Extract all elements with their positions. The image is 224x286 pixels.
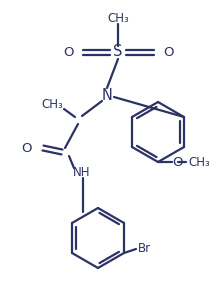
Text: O: O xyxy=(64,45,74,59)
Text: O: O xyxy=(163,45,173,59)
Text: S: S xyxy=(113,45,123,59)
Text: O: O xyxy=(22,142,32,154)
Text: O: O xyxy=(172,156,183,168)
Text: Br: Br xyxy=(138,241,151,255)
Text: CH₃: CH₃ xyxy=(107,11,129,25)
Text: N: N xyxy=(101,88,112,102)
Text: NH: NH xyxy=(73,166,91,178)
Text: CH₃: CH₃ xyxy=(188,156,210,170)
Text: CH₃: CH₃ xyxy=(41,98,63,112)
